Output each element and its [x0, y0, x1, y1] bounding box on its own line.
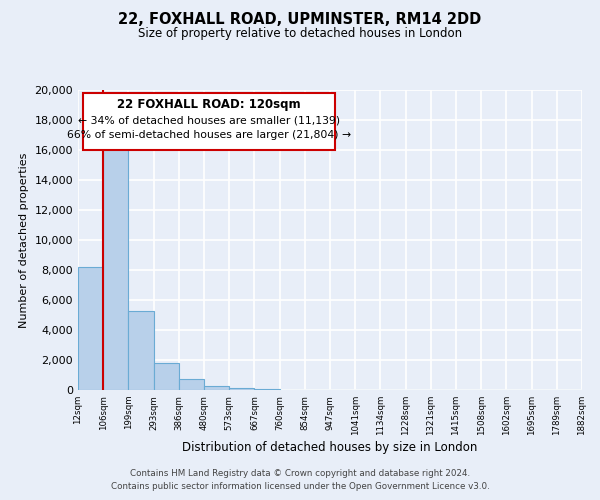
- Text: 22 FOXHALL ROAD: 120sqm: 22 FOXHALL ROAD: 120sqm: [117, 98, 301, 111]
- Bar: [179, 379, 204, 390]
- Bar: [229, 388, 254, 390]
- Text: ← 34% of detached houses are smaller (11,139): ← 34% of detached houses are smaller (11…: [78, 115, 340, 125]
- Text: Contains public sector information licensed under the Open Government Licence v3: Contains public sector information licen…: [110, 482, 490, 491]
- Text: Contains HM Land Registry data © Crown copyright and database right 2024.: Contains HM Land Registry data © Crown c…: [130, 468, 470, 477]
- Bar: [78, 267, 103, 390]
- Bar: [154, 363, 179, 390]
- Text: 22, FOXHALL ROAD, UPMINSTER, RM14 2DD: 22, FOXHALL ROAD, UPMINSTER, RM14 2DD: [118, 12, 482, 28]
- X-axis label: Distribution of detached houses by size in London: Distribution of detached houses by size …: [182, 441, 478, 454]
- Text: Size of property relative to detached houses in London: Size of property relative to detached ho…: [138, 28, 462, 40]
- Bar: [103, 141, 128, 390]
- Bar: [128, 310, 154, 390]
- Bar: [204, 386, 229, 390]
- Text: 66% of semi-detached houses are larger (21,804) →: 66% of semi-detached houses are larger (…: [67, 130, 351, 140]
- Y-axis label: Number of detached properties: Number of detached properties: [19, 152, 29, 328]
- Bar: [254, 388, 280, 390]
